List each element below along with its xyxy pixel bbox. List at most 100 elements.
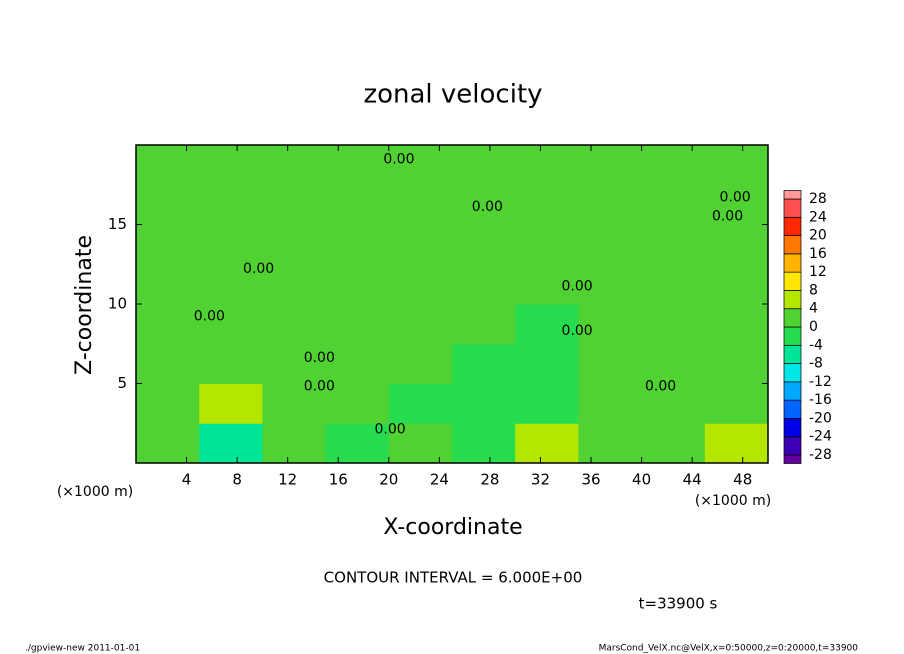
field-cell <box>452 383 516 424</box>
field-cell <box>641 264 706 305</box>
colorbar-box <box>783 326 802 346</box>
field-cell <box>199 184 263 225</box>
colorbar-box <box>783 198 802 218</box>
field-cell <box>199 383 263 424</box>
field-cell <box>262 145 327 186</box>
field-cell <box>515 383 579 424</box>
field-cell <box>515 264 579 305</box>
x-tick-label: 44 <box>683 471 702 489</box>
colorbar-box <box>783 454 802 464</box>
contour-label: 0.00 <box>374 422 405 438</box>
contour-label: 0.00 <box>383 151 414 167</box>
colorbar-box <box>783 399 802 419</box>
colorbar-label: -4 <box>809 337 823 353</box>
field-cell <box>388 343 453 384</box>
field-cell <box>704 224 769 265</box>
x-tick-label: 24 <box>430 471 449 489</box>
colorbar-box <box>783 253 802 273</box>
colorbar-box <box>783 381 802 401</box>
field-cell <box>452 423 516 464</box>
colorbar-label: -20 <box>809 410 832 426</box>
field-cell <box>515 224 579 265</box>
field-cell <box>325 304 390 345</box>
colorbar-label: 0 <box>809 319 818 335</box>
field-cell <box>452 224 516 265</box>
colorbar-box <box>783 436 802 456</box>
colorbar-box <box>783 363 802 383</box>
field-cell <box>578 304 643 345</box>
x-tick-label: 16 <box>329 471 348 489</box>
colorbar-label: -28 <box>809 447 832 463</box>
contour-label: 0.00 <box>304 350 335 366</box>
field-cell <box>262 383 327 424</box>
x-axis-label: X-coordinate <box>383 515 522 540</box>
y-tick-label: 15 <box>108 215 127 233</box>
colorbar-box <box>783 344 802 364</box>
field-cell <box>641 184 706 225</box>
field-cell <box>452 343 516 384</box>
field-cell <box>262 224 327 265</box>
contour-label: 0.00 <box>562 323 593 339</box>
field-layer <box>136 145 769 464</box>
footer-left: ./gpview-new 2011-01-01 <box>25 644 140 654</box>
field-cell <box>199 304 263 345</box>
colorbar-label: 4 <box>809 301 818 317</box>
field-cell <box>136 264 200 305</box>
contour-label: 0.00 <box>720 189 751 205</box>
y-unit-label: (×1000 m) <box>57 484 133 500</box>
field-cell <box>388 383 453 424</box>
field-cell <box>641 304 706 345</box>
colorbar-label: 16 <box>809 246 827 262</box>
field-cell <box>452 184 516 225</box>
colorbar-label: 28 <box>809 191 827 207</box>
field-cell <box>136 423 200 464</box>
x-tick-label: 4 <box>182 471 192 489</box>
field-cell <box>388 184 453 225</box>
field-cell <box>578 264 643 305</box>
field-cell <box>641 145 706 186</box>
field-cell <box>641 343 706 384</box>
x-tick-label: 12 <box>278 471 297 489</box>
colorbar-box <box>783 418 802 438</box>
field-cell <box>704 184 769 225</box>
field-cell <box>136 304 200 345</box>
contour-label: 0.00 <box>194 309 225 325</box>
field-cell <box>136 224 200 265</box>
field-cell <box>136 343 200 384</box>
field-cell <box>704 343 769 384</box>
field-cell <box>325 343 390 384</box>
field-cell <box>325 184 390 225</box>
x-tick-label: 40 <box>632 471 651 489</box>
y-tick-label: 5 <box>117 374 127 392</box>
field-cell <box>704 264 769 305</box>
colorbar-label: 20 <box>809 228 827 244</box>
colorbar-label: -12 <box>809 374 832 390</box>
colorbar-label: 12 <box>809 264 827 280</box>
field-cell <box>578 343 643 384</box>
field-cell <box>388 264 453 305</box>
x-tick-label: 48 <box>733 471 752 489</box>
contour-label: 0.00 <box>472 199 503 215</box>
field-cell <box>704 145 769 186</box>
colorbar-box <box>783 308 802 328</box>
field-cell <box>262 264 327 305</box>
field-cell <box>199 423 263 464</box>
field-cell <box>452 304 516 345</box>
field-cell <box>388 224 453 265</box>
field-cell <box>388 304 453 345</box>
colorbar-box <box>783 290 802 310</box>
field-cell <box>704 304 769 345</box>
contour-label: 0.00 <box>712 209 743 225</box>
field-cell <box>388 423 453 464</box>
field-cell <box>452 145 516 186</box>
field-cell <box>388 145 453 186</box>
x-unit-label: (×1000 m) <box>695 493 771 509</box>
y-tick-label: 10 <box>108 295 127 313</box>
field-cell <box>136 184 200 225</box>
field-cell <box>325 145 390 186</box>
field-cell <box>136 383 200 424</box>
x-tick-label: 28 <box>480 471 499 489</box>
contour-label: 0.00 <box>562 279 593 295</box>
field-cell <box>515 145 579 186</box>
contour-label: 0.00 <box>304 379 335 395</box>
